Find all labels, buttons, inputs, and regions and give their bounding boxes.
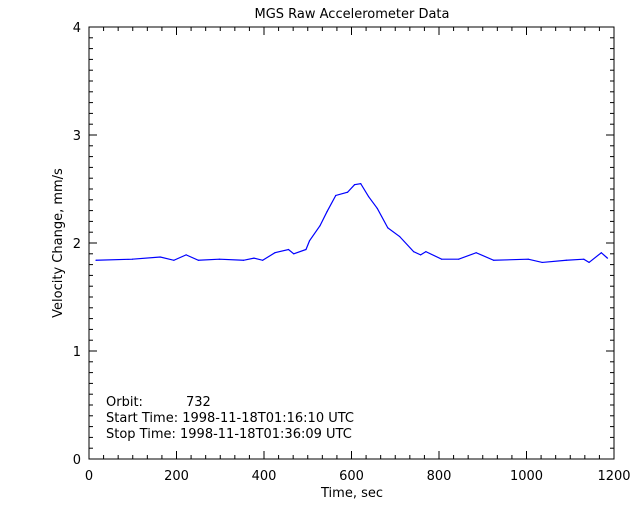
- stop-time: Stop Time: 1998-11-18T01:36:09 UTC: [106, 427, 352, 442]
- data-points: [95, 183, 609, 264]
- data-point: [287, 248, 290, 251]
- x-axis-label: Time, sec: [320, 486, 383, 501]
- x-tick-label: 1200: [597, 469, 630, 484]
- data-point: [274, 252, 276, 254]
- x-tick-label: 400: [252, 469, 277, 484]
- data-point: [600, 252, 602, 254]
- data-point: [360, 183, 362, 185]
- y-tick-label: 4: [73, 21, 81, 36]
- data-point: [319, 225, 321, 227]
- data-point: [399, 235, 401, 238]
- x-tick-label: 1000: [510, 469, 543, 484]
- data-point: [541, 261, 543, 264]
- data-point: [262, 259, 264, 261]
- data-point: [387, 227, 389, 229]
- y-axis-label: Velocity Change, mm/s: [51, 168, 66, 318]
- data-point: [293, 253, 295, 255]
- data-point: [458, 258, 460, 260]
- data-point: [95, 259, 97, 261]
- data-point: [367, 195, 370, 198]
- data-point: [376, 207, 378, 210]
- data-point: [413, 251, 415, 253]
- data-point: [197, 259, 199, 261]
- data-point: [493, 259, 495, 261]
- data-point: [527, 258, 529, 260]
- x-tick-label: 0: [85, 469, 93, 484]
- data-point: [475, 252, 477, 254]
- orbit-value: 732: [186, 395, 211, 410]
- start-time: Start Time: 1998-11-18T01:16:10 UTC: [106, 411, 354, 426]
- y-tick-label: 2: [73, 237, 81, 252]
- data-point: [305, 248, 307, 251]
- y-tick-label: 0: [73, 453, 81, 468]
- data-point: [420, 254, 422, 256]
- data-point: [159, 256, 161, 258]
- plot-frame: [88, 26, 615, 460]
- data-point: [588, 261, 590, 264]
- chart-title: MGS Raw Accelerometer Data: [254, 7, 449, 22]
- x-tick-label: 800: [427, 469, 452, 484]
- data-point: [606, 257, 609, 259]
- data-point: [565, 259, 567, 261]
- data-point: [441, 258, 443, 260]
- data-point: [131, 258, 133, 260]
- data-point: [185, 254, 187, 256]
- data-point: [218, 258, 220, 260]
- data-point: [308, 240, 311, 242]
- y-tick-label: 3: [73, 129, 81, 144]
- orbit-label: Orbit:: [106, 395, 143, 410]
- data-point: [253, 257, 255, 259]
- data-point: [242, 259, 245, 261]
- data-point: [346, 191, 349, 193]
- x-tick-label: 600: [339, 469, 364, 484]
- data-point: [173, 259, 175, 261]
- data-point: [353, 184, 356, 186]
- x-tick-label: 200: [164, 469, 189, 484]
- data-point: [583, 258, 585, 260]
- series-line: [95, 182, 608, 264]
- data-point: [335, 194, 337, 197]
- y-tick-label: 1: [73, 345, 81, 360]
- data-point: [326, 211, 328, 213]
- data-point: [425, 251, 427, 253]
- axes: 0 200 400 600 800 1000 1200 0 1 2 3 4: [73, 21, 631, 484]
